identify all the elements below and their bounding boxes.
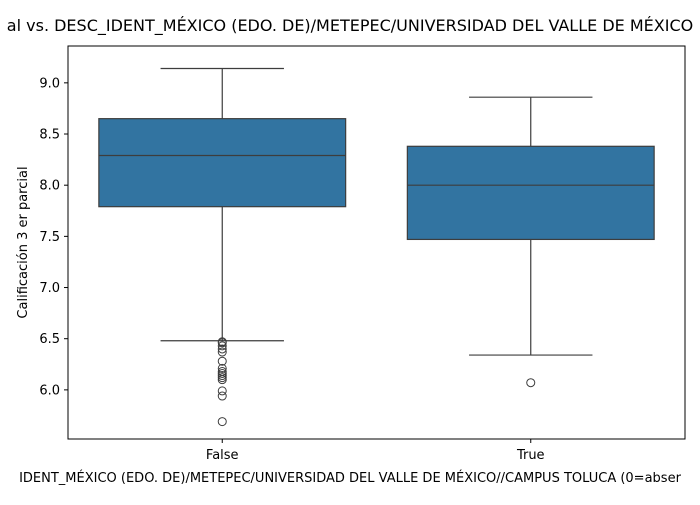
outlier-point [217,356,227,366]
outlier-point [526,378,536,388]
box-iqr [406,145,655,241]
box-iqr [98,118,347,208]
chart-title: al vs. DESC_IDENT_MÉXICO (EDO. DE)/METEP… [7,16,693,36]
box-group-false [98,67,347,427]
y-tick-label: 9.0 [39,76,60,91]
x-tick-label: True [516,448,545,463]
plot-area [98,67,655,427]
y-tick-label: 6.5 [39,332,60,347]
outlier-point [217,363,227,373]
y-tick-label: 8.0 [39,179,60,194]
axes-frame [67,45,686,440]
y-tick-label: 6.0 [39,383,60,398]
x-axis-label: IDENT_MÉXICO (EDO. DE)/METEPEC/UNIVERSID… [19,470,682,486]
outlier-point [217,386,227,396]
outlier-point [217,417,227,427]
x-axis: False True [206,439,545,463]
y-tick-label: 8.5 [39,128,60,143]
y-axis: 6.0 6.5 7.0 7.5 8.0 8.5 9.0 [39,76,68,398]
box-group-true [406,96,655,388]
outlier-point [217,344,227,354]
outlier-point [217,341,227,351]
y-tick-label: 7.0 [39,281,60,296]
y-axis-label: Calificación 3 er parcial [16,166,31,318]
outlier-point [217,391,227,401]
outlier-point [217,347,227,357]
outlier-point [217,375,227,385]
y-tick-label: 7.5 [39,230,60,245]
outlier-point [217,338,227,348]
x-tick-label: False [206,448,239,463]
